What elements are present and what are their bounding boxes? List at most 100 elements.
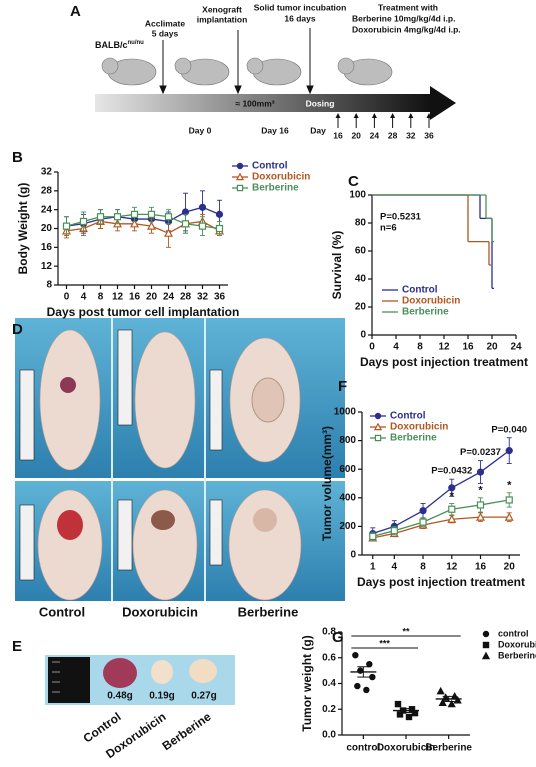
marker	[366, 660, 373, 668]
x-tick-label: 16	[475, 562, 487, 573]
x-tick-label: 12	[112, 292, 124, 303]
x-tick-label: 24	[163, 292, 175, 303]
legend-label: Doxorubicin	[498, 639, 536, 649]
y-tick-label: 0.6	[322, 652, 336, 663]
x-tick-label: 16	[129, 292, 141, 303]
step-text: Acclimate	[145, 18, 185, 28]
marker	[436, 686, 445, 695]
legend-label: Doxorubicin	[390, 422, 448, 433]
step-text: 5 days	[152, 28, 179, 38]
chart: 0 200 400 600 800 1000 1 4 8 12 16 20 Days post inje…	[320, 407, 527, 590]
x-axis-label: Days post injection treatment	[357, 575, 525, 589]
x-tick-label: 36	[214, 292, 226, 303]
dosing-arrowhead	[371, 113, 377, 118]
y-tick-label: 80	[355, 218, 367, 229]
y-tick-label: 24	[41, 204, 53, 215]
x-tick-label: 1	[370, 562, 376, 573]
y-tick-label: 100	[349, 190, 366, 201]
marker	[146, 221, 157, 230]
y-tick-label: 12	[41, 261, 53, 272]
step-text: Solid tumor incubation	[254, 2, 347, 12]
marker	[505, 447, 513, 455]
x-tick-label: 8	[98, 292, 104, 303]
marker	[113, 213, 122, 221]
x-tick-label: Berberine	[425, 743, 472, 754]
bar-text: Dosing	[306, 98, 335, 108]
legend-label: Berberine	[390, 433, 437, 444]
x-tick-label: 4	[81, 292, 87, 303]
y-tick-label: 0.2	[322, 704, 336, 715]
legend-label: Control	[390, 411, 426, 422]
significance-star: *	[507, 480, 512, 492]
annotation: P=0.0237	[460, 447, 501, 458]
y-tick-label: 20	[355, 302, 367, 313]
legend-marker	[374, 434, 382, 442]
legend-marker	[482, 630, 490, 638]
x-tick-label: 20	[146, 292, 158, 303]
annotation: n=6	[380, 223, 397, 234]
panel-label: E	[12, 638, 22, 655]
legend-marker	[236, 184, 244, 192]
marker	[198, 222, 207, 230]
x-tick-label: 8	[417, 342, 423, 353]
legend-label: Doxorubicin	[252, 172, 310, 183]
y-tick-label: 400	[339, 492, 356, 503]
x-tick-label: 4	[392, 562, 398, 573]
x-tick-label: Doxorubicin	[377, 743, 435, 754]
marker	[405, 713, 413, 721]
dosing-day: 20	[351, 130, 361, 140]
x-axis-label: Days post injection treatment	[360, 355, 528, 369]
x-tick-label: 16	[462, 342, 474, 353]
dosing-arrowhead	[390, 113, 396, 118]
group-label: Control	[39, 604, 85, 619]
marker	[96, 213, 105, 221]
marker	[164, 213, 173, 221]
legend-marker	[373, 422, 383, 431]
series-line	[66, 220, 220, 234]
marker	[396, 711, 404, 718]
legend-label: Control	[402, 285, 438, 296]
y-axis-label: Body Weight (g)	[16, 183, 30, 275]
legend-label: Doxorubicin	[402, 296, 460, 307]
dosing-day: 16	[333, 130, 343, 140]
x-tick-label: 24	[510, 342, 522, 353]
y-tick-label: 600	[339, 464, 356, 475]
marker	[448, 505, 456, 513]
dosing-arrowhead	[426, 113, 432, 118]
panel-label: D	[12, 321, 23, 338]
y-tick-label: 32	[41, 167, 53, 178]
step-text: Xenograft	[202, 4, 242, 14]
dosing-day: 24	[370, 130, 380, 140]
x-tick-label: 20	[486, 342, 498, 353]
marker	[181, 220, 190, 228]
annotation: P=0.040	[491, 424, 527, 435]
timeline-bar	[95, 94, 430, 112]
marker	[438, 698, 447, 707]
step-text: Treatment with	[378, 2, 438, 12]
marker	[62, 222, 71, 230]
y-axis-label: Survival (%)	[330, 231, 344, 300]
marker	[369, 673, 376, 681]
dosing-day: 32	[406, 130, 416, 140]
legend-label: control	[498, 628, 529, 638]
marker	[363, 686, 370, 694]
y-tick-label: 0	[350, 550, 356, 561]
tumor-weight: 0.19g	[149, 691, 175, 702]
group-label: Doxorubicin	[122, 604, 198, 619]
tumor-weight: 0.27g	[191, 691, 217, 702]
tumor-weight: 0.48g	[107, 691, 133, 702]
legend-marker	[235, 172, 245, 181]
marker	[352, 651, 359, 659]
marker	[130, 210, 139, 218]
series-line	[66, 206, 220, 227]
legend-marker	[236, 162, 244, 170]
day-label: Day 16	[261, 125, 289, 135]
legend-label: Berberine	[252, 183, 299, 194]
strain: BALB/cnu/nu	[95, 40, 144, 51]
mouse-photos	[15, 318, 345, 601]
marker	[419, 518, 427, 526]
marker	[369, 532, 377, 541]
